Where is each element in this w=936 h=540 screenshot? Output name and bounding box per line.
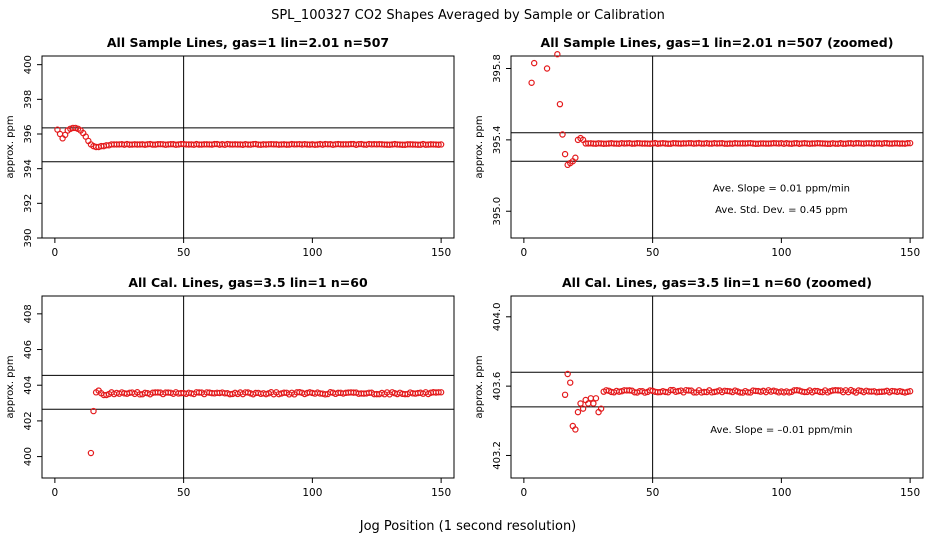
x-tick-label: 150 bbox=[900, 487, 920, 499]
data-point bbox=[572, 426, 579, 433]
chart-panel-4: All Cal. Lines, gas=3.5 lin=1 n=60 (zoom… bbox=[474, 275, 924, 499]
data-point bbox=[554, 51, 561, 58]
y-tick-label: 395.8 bbox=[492, 54, 503, 83]
data-point bbox=[906, 388, 914, 395]
data-point bbox=[561, 391, 569, 398]
data-point bbox=[567, 379, 574, 386]
data-point bbox=[641, 389, 649, 396]
data-point bbox=[435, 389, 442, 396]
x-tick-label: 0 bbox=[521, 487, 528, 499]
x-tick-label: 100 bbox=[302, 487, 322, 499]
x-tick-label: 150 bbox=[431, 247, 451, 259]
y-axis-label: approx. ppm bbox=[5, 115, 16, 178]
figure-title: SPL_100327 CO2 Shapes Averaged by Sample… bbox=[271, 8, 665, 23]
x-tick-label: 0 bbox=[52, 487, 59, 499]
x-tick-label: 50 bbox=[177, 487, 190, 499]
data-point bbox=[587, 395, 595, 402]
figure-xlabel: Jog Position (1 second resolution) bbox=[359, 519, 577, 534]
data-point bbox=[556, 100, 564, 108]
y-tick-label: 404.0 bbox=[492, 302, 503, 331]
y-tick-label: 394 bbox=[23, 159, 34, 178]
x-tick-label: 100 bbox=[771, 247, 791, 259]
data-point bbox=[574, 408, 582, 416]
y-tick-label: 403.2 bbox=[492, 441, 503, 470]
data-point bbox=[543, 65, 551, 72]
panel-title: All Sample Lines, gas=1 lin=2.01 n=507 bbox=[107, 35, 389, 50]
x-tick-label: 50 bbox=[646, 247, 659, 259]
data-point bbox=[785, 389, 793, 396]
y-tick-label: 402 bbox=[23, 411, 34, 430]
y-tick-label: 396 bbox=[23, 124, 34, 143]
data-point bbox=[87, 449, 95, 457]
y-tick-label: 404 bbox=[23, 376, 34, 395]
x-tick-label: 0 bbox=[52, 247, 59, 259]
data-point bbox=[590, 400, 597, 407]
x-tick-label: 50 bbox=[646, 487, 659, 499]
data-point bbox=[435, 141, 442, 148]
data-point bbox=[564, 370, 571, 378]
plot-frame bbox=[510, 295, 924, 479]
data-point bbox=[904, 139, 911, 147]
data-point bbox=[561, 150, 569, 158]
y-tick-label: 400 bbox=[23, 447, 34, 466]
x-tick-label: 100 bbox=[771, 487, 791, 499]
y-tick-label: 408 bbox=[23, 304, 34, 323]
y-tick-label: 400 bbox=[23, 55, 34, 74]
y-tick-label: 403.6 bbox=[492, 372, 503, 401]
data-point bbox=[690, 389, 698, 396]
y-tick-label: 406 bbox=[23, 340, 34, 359]
x-tick-label: 150 bbox=[431, 487, 451, 499]
annotation-text: Ave. Slope = 0.01 ppm/min bbox=[713, 184, 850, 195]
panel-title: All Cal. Lines, gas=3.5 lin=1 n=60 (zoom… bbox=[562, 275, 872, 290]
panel-title: All Cal. Lines, gas=3.5 lin=1 n=60 bbox=[128, 275, 368, 290]
x-tick-label: 50 bbox=[177, 247, 190, 259]
data-point bbox=[322, 391, 329, 398]
data-point bbox=[572, 154, 579, 161]
data-point bbox=[559, 131, 566, 138]
data-point bbox=[904, 388, 911, 396]
plot-frame bbox=[41, 55, 455, 239]
data-point bbox=[579, 405, 587, 412]
x-tick-label: 150 bbox=[900, 247, 920, 259]
y-tick-label: 395.0 bbox=[492, 197, 503, 226]
y-tick-label: 395.4 bbox=[492, 126, 503, 155]
annotation-text: Ave. Std. Dev. = 0.45 ppm bbox=[715, 205, 847, 216]
plot-frame bbox=[41, 295, 455, 479]
data-point bbox=[528, 79, 535, 86]
chart-panel-1: All Sample Lines, gas=1 lin=2.01 n=507 ap… bbox=[5, 35, 455, 259]
x-tick-label: 0 bbox=[521, 247, 528, 259]
y-tick-label: 392 bbox=[23, 194, 34, 213]
y-axis-label: approx. ppm bbox=[5, 355, 16, 418]
annotation-text: Ave. Slope = –0.01 ppm/min bbox=[710, 425, 852, 436]
y-axis-label: approx. ppm bbox=[474, 355, 485, 418]
y-tick-label: 398 bbox=[23, 90, 34, 109]
chart-panel-3: All Cal. Lines, gas=3.5 lin=1 n=60 approx… bbox=[5, 275, 455, 499]
data-point bbox=[530, 59, 538, 67]
data-point bbox=[597, 405, 605, 412]
x-tick-label: 100 bbox=[302, 247, 322, 259]
data-point bbox=[906, 139, 914, 147]
data-point bbox=[90, 407, 97, 415]
data-point bbox=[437, 389, 445, 396]
panel-title: All Sample Lines, gas=1 lin=2.01 n=507 (… bbox=[541, 35, 894, 50]
data-point bbox=[592, 395, 600, 402]
data-point bbox=[577, 400, 584, 407]
y-tick-label: 390 bbox=[23, 228, 34, 247]
chart-panel-2: All Sample Lines, gas=1 lin=2.01 n=507 (… bbox=[474, 35, 924, 259]
plot-frame bbox=[510, 55, 924, 239]
data-point bbox=[685, 387, 692, 394]
data-point bbox=[437, 141, 445, 148]
y-axis-label: approx. ppm bbox=[474, 115, 485, 178]
